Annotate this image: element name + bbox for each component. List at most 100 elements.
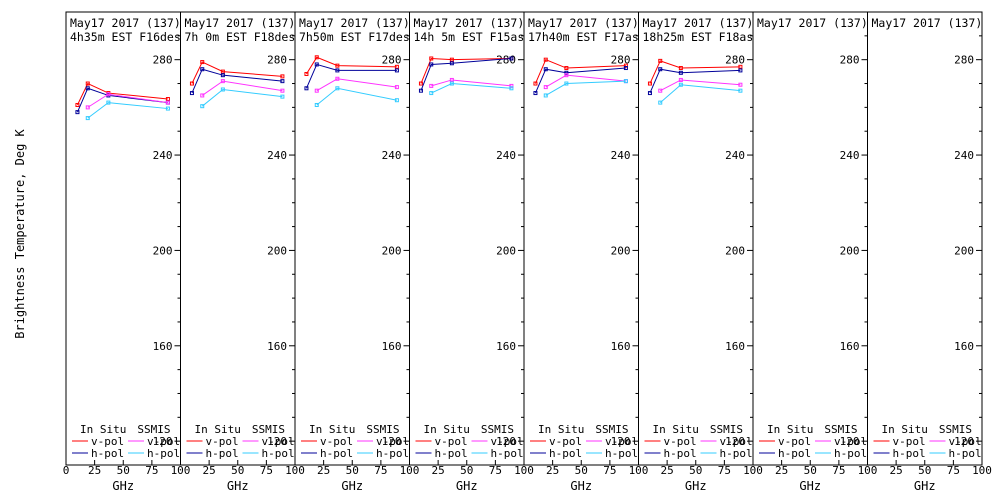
data-point (189, 91, 194, 96)
data-point (314, 62, 319, 67)
data-point (75, 102, 80, 107)
legend-label: v-pol (834, 435, 867, 448)
data-point (658, 100, 663, 105)
x-tick-label: 50 (346, 464, 359, 477)
panel-subtitle: 18h25m EST F18asc (643, 30, 761, 44)
data-point (200, 67, 205, 72)
y-tick-label: 240 (496, 149, 516, 162)
y-tick-label: 160 (382, 340, 402, 353)
legend-title-ssmis: SSMIS (595, 423, 628, 436)
x-tick-label: 100 (743, 464, 763, 477)
series-line (420, 57, 512, 84)
legend-label: v-pol (320, 435, 353, 448)
data-point (738, 64, 743, 69)
data-point (335, 86, 340, 91)
data-point (543, 85, 548, 90)
data-point (543, 93, 548, 98)
x-tick-label: 75 (374, 464, 387, 477)
panel-5: May17 2017 (137)17h40m EST F17asc 120 160 2… (523, 11, 649, 493)
y-tick-label: 120 (496, 435, 516, 448)
y-tick-label: 240 (382, 149, 402, 162)
data-point (200, 104, 205, 109)
x-axis-label: GHz (456, 479, 478, 493)
data-point (394, 64, 399, 69)
series-line (545, 80, 626, 96)
x-tick-label: 75 (260, 464, 273, 477)
y-tick-label: 120 (954, 435, 974, 448)
y-tick-label: 200 (382, 244, 402, 257)
x-axis-label: GHz (341, 479, 363, 493)
data-point (200, 60, 205, 65)
series-line (191, 68, 283, 94)
legend-label: v-pol (262, 435, 295, 448)
y-tick-label: 240 (954, 149, 974, 162)
panel-6: May17 2017 (137)18h25m EST F18asc 120 160 2… (638, 11, 763, 493)
legend-label: v-pol (91, 435, 124, 448)
data-point (314, 88, 319, 93)
data-point (85, 116, 90, 121)
y-tick-label: 160 (153, 340, 173, 353)
x-tick-label: 50 (460, 464, 473, 477)
x-tick-label: 25 (890, 464, 903, 477)
panel-title: May17 2017 (137) (757, 16, 868, 30)
x-tick-label: 100 (514, 464, 534, 477)
x-tick-label: 100 (972, 464, 992, 477)
x-tick-label: 25 (203, 464, 216, 477)
y-tick-label: 120 (725, 435, 745, 448)
y-tick-label: 280 (382, 54, 402, 67)
legend-title-ssmis: SSMIS (252, 423, 285, 436)
data-point (658, 58, 663, 63)
data-point (189, 81, 194, 86)
x-axis-label: GHz (799, 479, 821, 493)
data-point (85, 105, 90, 110)
legend-label: v-pol (720, 435, 753, 448)
legend-label: v-pol (664, 435, 697, 448)
y-tick-label: 120 (611, 435, 631, 448)
series-line (534, 67, 626, 94)
data-point (564, 81, 569, 86)
y-tick-label: 200 (611, 244, 631, 257)
panel-header: May17 2017 (137)17h40m EST F17asc (528, 16, 639, 44)
y-tick-label: 120 (840, 435, 860, 448)
x-tick-label: 100 (400, 464, 420, 477)
panel-title: May17 2017 (137) (185, 16, 296, 30)
data-point (418, 81, 423, 86)
series-line (431, 83, 512, 94)
data-point (449, 61, 454, 66)
data-point (429, 91, 434, 96)
data-point (738, 68, 743, 73)
x-tick-label: 75 (489, 464, 502, 477)
legend-label: h-pol (376, 447, 409, 460)
series-line (660, 79, 741, 92)
y-tick-label: 280 (153, 54, 173, 67)
data-point (106, 100, 111, 105)
data-point (85, 81, 90, 86)
data-point (449, 81, 454, 86)
legend-title-ssmis: SSMIS (366, 423, 399, 436)
panel-subtitle: 7h50m EST F17des (299, 30, 410, 44)
x-tick-label: 75 (718, 464, 731, 477)
data-point (220, 79, 225, 84)
data-point (533, 81, 538, 86)
legend-label: h-pol (91, 447, 124, 460)
y-tick-label: 120 (382, 435, 402, 448)
y-tick-label: 120 (267, 435, 287, 448)
data-point (335, 68, 340, 73)
panel-subtitle: 7h 0m EST F18des (185, 30, 296, 44)
series-line (316, 87, 398, 106)
legend-label: h-pol (320, 447, 353, 460)
legend-title-in-situ: In Situ (424, 423, 470, 436)
data-point (623, 63, 628, 68)
panel-header: May17 2017 (137)7h 0m EST F18des (185, 16, 296, 44)
panel-2: May17 2017 (137)7h 0m EST F18des 120 160 20… (180, 11, 305, 493)
data-point (658, 88, 663, 93)
x-tick-label: 75 (145, 464, 158, 477)
series-line (305, 63, 397, 89)
panel-header: May17 2017 (137)4h35m EST F16des (70, 16, 181, 44)
series-line (87, 102, 168, 119)
x-tick-label: 100 (629, 464, 649, 477)
